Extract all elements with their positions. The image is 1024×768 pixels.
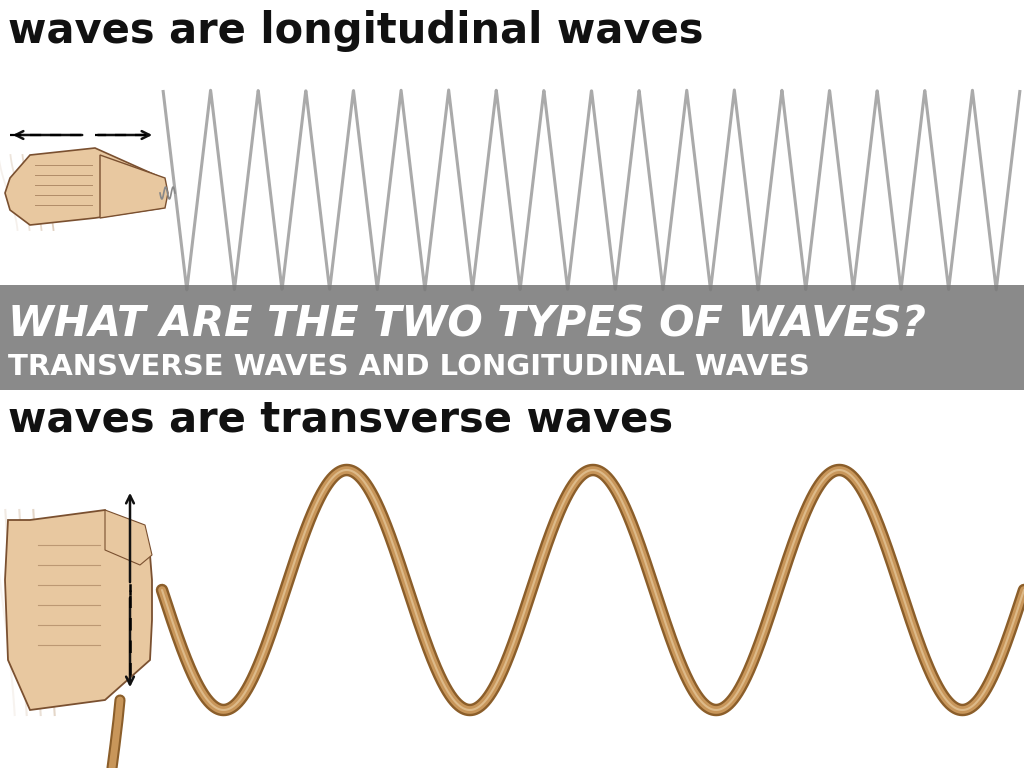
Bar (0, 285, 1024, 390)
Text: TRANSVERSE WAVES AND LONGITUDINAL WAVES: TRANSVERSE WAVES AND LONGITUDINAL WAVES (8, 353, 810, 381)
Polygon shape (100, 155, 168, 218)
Polygon shape (5, 510, 152, 710)
Text: waves are transverse waves: waves are transverse waves (8, 398, 673, 440)
Polygon shape (5, 148, 165, 225)
Text: WHAT ARE THE TWO TYPES OF WAVES?: WHAT ARE THE TWO TYPES OF WAVES? (8, 304, 926, 346)
Text: waves are longitudinal waves: waves are longitudinal waves (8, 10, 703, 52)
Polygon shape (105, 510, 152, 565)
